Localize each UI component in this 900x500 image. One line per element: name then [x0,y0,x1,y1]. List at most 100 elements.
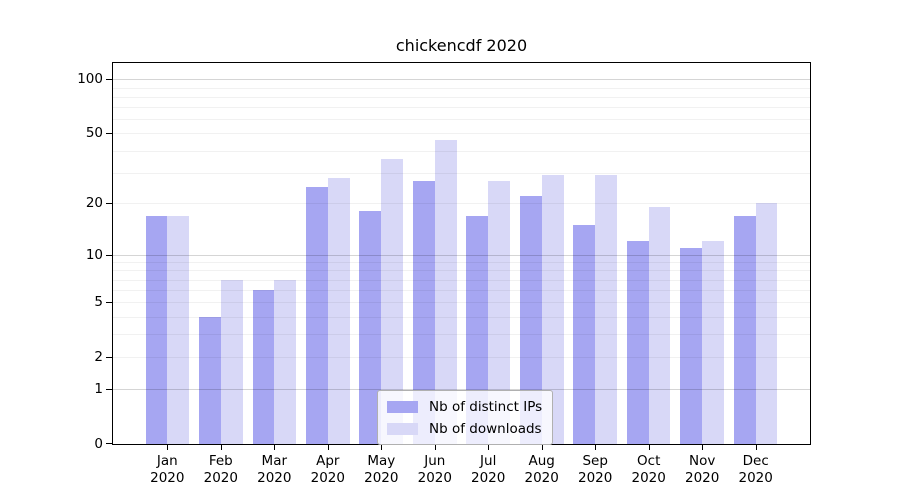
x-axis: Jan 2020 Feb 2020 Mar 2020 Apr 2020 May 2020 Jun 20… [113,63,810,486]
gridline-minor-60 [113,119,810,121]
bar-downloads-jun [434,139,457,444]
y-tick-label-0: 0 [94,436,103,452]
bar-distinct-ips-jun [412,180,435,444]
y-tick-label-100: 100 [77,71,103,88]
gridline-minor-6 [113,290,810,292]
x-tick-label-sep: Sep 2020 [563,453,627,487]
bars-layer [113,63,810,444]
bar-downloads-feb [220,279,243,444]
x-tick-label-year: 2020 [524,470,559,486]
x-tick-label-month: Nov [689,453,716,469]
grid-layer [113,63,810,444]
x-tick-label-aug: Aug 2020 [510,453,574,487]
x-tick-feb [220,444,222,450]
x-tick-mar [274,444,276,450]
y-tick-label-5: 5 [94,294,103,311]
x-tick-label-jan: Jan 2020 [135,453,199,487]
x-tick-label-year: 2020 [578,470,613,486]
gridline-minor-90 [113,87,810,89]
x-tick-label-jun: Jun 2020 [403,453,467,487]
bar-downloads-nov [702,241,724,444]
gridline-major-100 [113,79,810,81]
y-tick-label-20: 20 [85,195,103,212]
bar-downloads-jul [488,180,511,444]
x-tick-label-month: Sep [582,453,608,469]
x-tick-label-month: Jun [424,453,446,469]
y-tick-5 [106,302,113,304]
x-tick-label-oct: Oct 2020 [617,453,681,487]
bar-downloads-dec [755,203,778,444]
gridline-minor-4 [113,316,810,318]
bar-distinct-ips-sep [573,224,596,444]
legend-swatch-downloads [387,422,418,435]
chart-title: chickencdf 2020 [395,36,528,55]
gridline-minor-20 [113,203,810,205]
y-tick-label-2: 2 [94,349,103,366]
x-tick-label-month: Aug [528,453,555,469]
x-tick-dec [755,444,757,450]
bar-distinct-ips-jul [466,215,489,444]
gridline-minor-30 [113,172,810,174]
y-tick-50 [106,133,113,135]
gridline-minor-5 [113,302,810,304]
bar-downloads-may [381,158,404,444]
gridline-minor-80 [113,96,810,98]
gridline-minor-50 [113,133,810,135]
x-tick-label-month: Feb [208,453,233,469]
x-tick-label-year: 2020 [310,470,345,486]
gridline-minor-7 [113,279,810,281]
y-tick-1 [106,389,113,391]
x-tick-label-year: 2020 [417,470,452,486]
x-tick-oct [648,444,650,450]
bar-distinct-ips-may [359,211,382,444]
x-tick-label-year: 2020 [203,470,238,486]
bar-distinct-ips-nov [680,247,703,444]
gridline-minor-3 [113,334,810,336]
gridline-major-1 [113,389,810,391]
bar-distinct-ips-oct [626,241,649,444]
bar-distinct-ips-apr [305,186,328,444]
legend-label-distinct-ips: Nb of distinct IPs [429,398,543,415]
bar-distinct-ips-jan [145,215,168,444]
bar-distinct-ips-dec [733,215,756,444]
plot-area: 0 1 2 5 10 20 50 100 Jan 2020 Feb 2020 Mar 2020 Apr 20… [77,62,811,486]
x-tick-sep [595,444,597,450]
x-tick-jun [434,444,436,450]
legend-swatch-distinct-ips [387,400,418,413]
bar-downloads-apr [327,177,350,444]
y-axis: 0 1 2 5 10 20 50 100 [77,63,810,452]
y-tick-label-50: 50 [85,125,103,142]
bar-distinct-ips-aug [519,196,542,444]
gridline-minor-9 [113,262,810,263]
y-tick-0 [106,443,113,444]
bar-distinct-ips-feb [199,316,221,444]
x-tick-label-nov: Nov 2020 [670,453,734,487]
x-tick-label-year: 2020 [257,470,292,486]
x-tick-label-month: Mar [261,453,288,469]
x-tick-label-month: Apr [316,453,340,469]
y-tick-10 [106,254,113,256]
legend-item-distinct-ips: Nb of distinct IPs [387,397,542,416]
x-tick-label-month: May [367,453,396,469]
x-tick-label-year: 2020 [685,470,720,486]
gridline-minor-8 [113,270,810,272]
x-tick-label-mar: Mar 2020 [242,453,306,487]
y-tick-20 [106,203,113,205]
y-tick-100 [106,79,113,81]
x-tick-label-month: Oct [637,453,661,469]
x-tick-label-month: Dec [742,453,769,469]
bar-downloads-mar [274,279,297,444]
legend-item-downloads: Nb of downloads [387,419,542,438]
gridline-minor-40 [113,150,810,152]
x-tick-label-year: 2020 [631,470,666,486]
gridline-major-10 [113,254,810,256]
x-tick-apr [327,444,329,450]
x-tick-label-year: 2020 [738,470,773,486]
legend: Nb of distinct IPs Nb of downloads [377,390,554,445]
bar-downloads-sep [595,175,617,444]
bar-downloads-aug [541,175,564,444]
gridline-minor-70 [113,107,810,109]
x-tick-label-month: Jan [156,453,178,469]
x-tick-jan [167,444,169,450]
